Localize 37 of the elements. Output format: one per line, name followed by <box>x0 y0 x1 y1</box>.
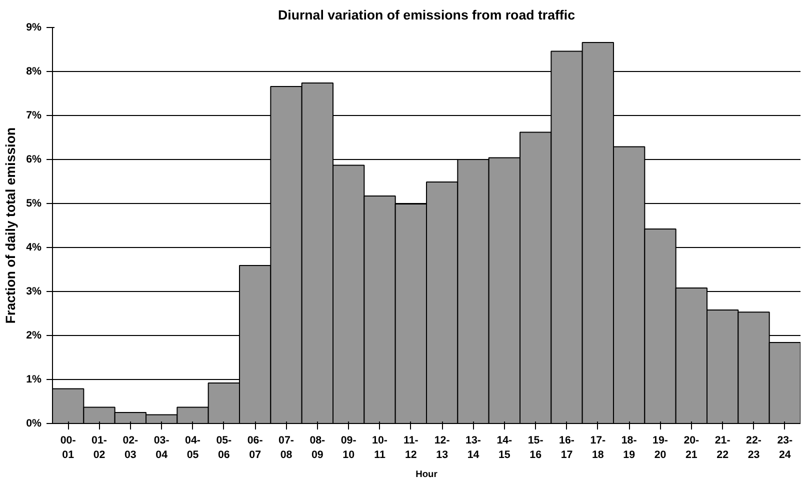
x-tick-label: 22- 23 <box>746 434 762 461</box>
x-tick-label: 02- 03 <box>122 434 139 461</box>
y-tick-label: 5% <box>26 198 42 210</box>
x-tick-label: 10- 11 <box>372 434 388 461</box>
x-tick-label: 19- 20 <box>652 434 668 461</box>
x-tick-label: 17- 18 <box>590 434 606 461</box>
y-tick-label: 8% <box>26 66 42 78</box>
chart-title: Diurnal variation of emissions from road traffic <box>278 8 576 22</box>
x-tick-label: 06- 07 <box>247 434 264 461</box>
y-tick-label: 7% <box>26 110 42 122</box>
y-axis-title: Fraction of daily total emission <box>3 127 18 324</box>
x-tick-label: 18- 19 <box>621 434 638 461</box>
y-tick-label: 0% <box>26 418 42 430</box>
x-axis-title: Hour <box>416 468 438 479</box>
y-tick-label: 3% <box>26 286 42 298</box>
x-tick-label: 00- 01 <box>60 434 76 461</box>
y-tick-label: 4% <box>26 242 42 254</box>
y-tick-label: 6% <box>26 154 42 166</box>
x-tick-label: 04- 05 <box>185 434 201 461</box>
x-tick-label: 23- 24 <box>777 434 794 461</box>
x-tick-label: 05- 06 <box>216 434 232 461</box>
x-tick-label: 12- 13 <box>434 434 450 461</box>
y-tick-label: 9% <box>26 22 42 34</box>
x-tick-label: 03- 04 <box>154 434 170 461</box>
x-tick-label: 07- 08 <box>278 434 294 461</box>
x-tick-label: 20- 21 <box>684 434 700 461</box>
y-tick-label: 2% <box>26 330 42 342</box>
x-tick-label: 11- 12 <box>404 434 419 461</box>
x-tick-label: 14- 15 <box>496 434 513 461</box>
x-tick-label: 13- 14 <box>466 434 482 461</box>
x-tick-label: 08- 09 <box>310 434 326 461</box>
x-tick-label: 09- 10 <box>340 434 357 461</box>
x-tick-label: 15- 16 <box>528 434 544 461</box>
y-tick-label: 1% <box>26 374 42 386</box>
x-tick-label: 01- 02 <box>92 434 108 461</box>
x-tick-label: 21- 22 <box>714 434 731 461</box>
x-tick-label: 16- 17 <box>559 434 575 461</box>
